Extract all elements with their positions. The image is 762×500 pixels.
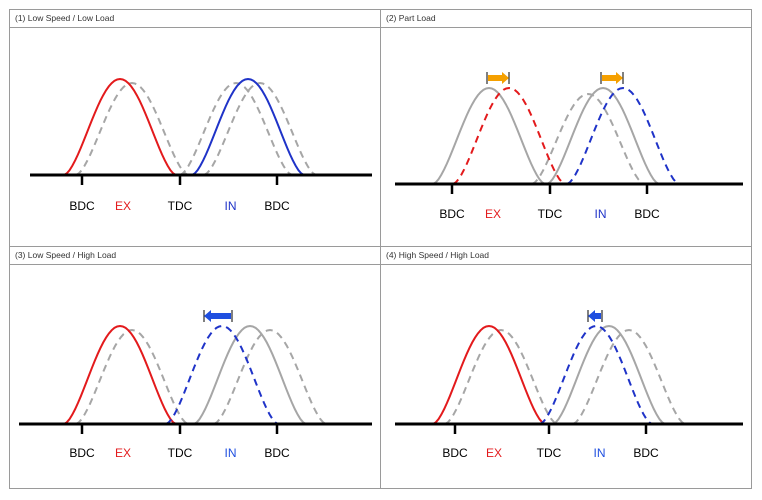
arrow-body xyxy=(588,310,601,322)
panel-low-speed-low-load: (1) Low Speed / Low Load BDC EX TDC IN BDC xyxy=(9,9,381,247)
panel-part-load: (2) Part Load BDC EX TDC IN BDC xyxy=(380,9,752,247)
panel-low-speed-high-load: (3) Low Speed / High Load BDC EX TDC IN BDC xyxy=(9,246,381,489)
panel-title: (2) Part Load xyxy=(381,10,751,28)
reference-exhaust-curve xyxy=(75,81,189,176)
label-tdc: TDC xyxy=(537,446,562,460)
label-ex: EX xyxy=(115,446,131,460)
intake-shift-arrow xyxy=(587,310,603,322)
reference-intake-curve-late xyxy=(203,81,317,176)
valve-lift-plot: BDC EX TDC IN BDC xyxy=(395,310,743,460)
label-bdc-right: BDC xyxy=(264,446,290,460)
reference-intake-curve xyxy=(552,324,666,425)
intake-valve-lift-curve xyxy=(539,324,653,425)
valve-lift-plot: BDC EX TDC IN BDC xyxy=(19,310,372,460)
panel-title: (1) Low Speed / Low Load xyxy=(10,10,380,28)
label-bdc-left: BDC xyxy=(439,207,465,221)
exhaust-valve-lift-curve xyxy=(63,324,177,425)
label-bdc-right: BDC xyxy=(634,207,660,221)
exhaust-valve-lift-curve xyxy=(452,86,566,185)
label-ex: EX xyxy=(115,199,131,213)
arrow-body xyxy=(204,310,231,322)
label-bdc-left: BDC xyxy=(69,446,95,460)
valve-lift-plot: BDC EX TDC IN BDC xyxy=(30,77,372,213)
label-in: IN xyxy=(225,446,237,460)
arrow-body xyxy=(602,72,623,84)
label-bdc-left: BDC xyxy=(69,199,95,213)
exhaust-valve-lift-curve xyxy=(63,77,177,176)
panel-title: (3) Low Speed / High Load xyxy=(10,247,380,265)
intake-shift-arrow xyxy=(600,72,624,84)
label-tdc: TDC xyxy=(538,207,563,221)
panel-high-speed-high-load: (4) High Speed / High Load BDC EX TDC IN BDC xyxy=(380,246,752,489)
reference-intake-curve xyxy=(546,86,660,185)
label-tdc: TDC xyxy=(168,446,193,460)
label-bdc-right: BDC xyxy=(264,199,290,213)
label-tdc: TDC xyxy=(168,199,193,213)
reference-intake-curve-dashed xyxy=(531,92,645,185)
label-ex: EX xyxy=(485,207,501,221)
label-bdc-right: BDC xyxy=(633,446,659,460)
reference-intake-curve-late xyxy=(572,328,686,425)
arrow-body xyxy=(488,72,509,84)
reference-intake-curve-early xyxy=(179,81,293,176)
label-in: IN xyxy=(595,207,607,221)
intake-valve-lift-curve xyxy=(191,77,305,176)
label-bdc-left: BDC xyxy=(442,446,468,460)
exhaust-valve-lift-curve xyxy=(432,324,546,425)
reference-intake-curve xyxy=(193,324,307,425)
label-in: IN xyxy=(225,199,237,213)
intake-valve-lift-curve xyxy=(165,324,279,425)
exhaust-shift-arrow xyxy=(486,72,510,84)
intake-shift-arrow xyxy=(203,310,233,322)
label-in: IN xyxy=(594,446,606,460)
intake-valve-lift-curve xyxy=(566,86,680,185)
reference-exhaust-curve xyxy=(75,328,189,425)
reference-exhaust-curve xyxy=(432,86,546,185)
valve-lift-plot: BDC EX TDC IN BDC xyxy=(395,72,743,221)
label-ex: EX xyxy=(486,446,502,460)
reference-exhaust-curve xyxy=(444,328,558,425)
panel-title: (4) High Speed / High Load xyxy=(381,247,751,265)
reference-intake-curve-late xyxy=(213,328,327,425)
